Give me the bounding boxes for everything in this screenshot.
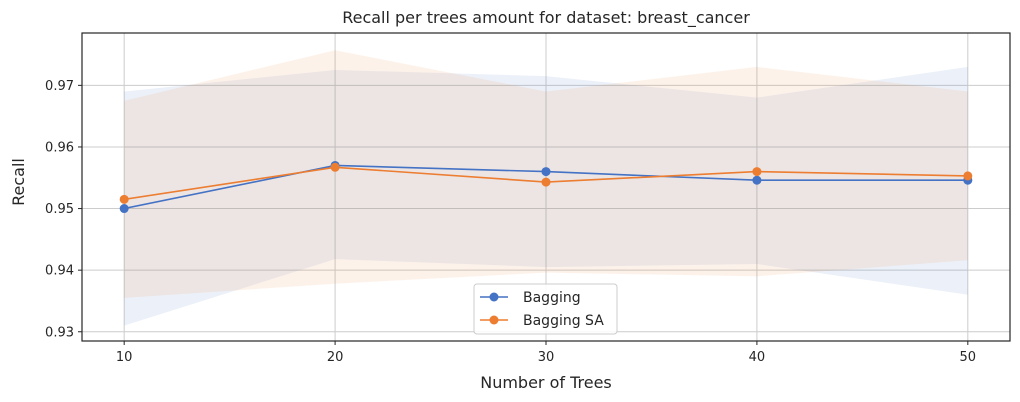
- legend-marker: [489, 315, 499, 325]
- legend-label: Bagging SA: [523, 313, 604, 329]
- x-axis-label: Number of Trees: [480, 373, 612, 392]
- data-point-series-1: [963, 171, 973, 181]
- chart-title: Recall per trees amount for dataset: bre…: [342, 8, 750, 28]
- x-tick-label: 10: [116, 350, 133, 365]
- y-tick-label: 0.93: [45, 325, 74, 340]
- x-gridlines: [123, 33, 969, 341]
- y-tick-labels: 0.93 0.94 0.95 0.96 0.97: [45, 79, 82, 340]
- data-point-series-0: [119, 204, 129, 214]
- confidence-band-series-0: [124, 66, 968, 326]
- x-tick-label: 50: [960, 350, 977, 365]
- series-points: [119, 160, 973, 214]
- legend-label: Bagging: [523, 290, 581, 306]
- data-point-series-1: [330, 162, 340, 172]
- x-tick-labels: 10 20 30 40 50: [116, 341, 976, 365]
- y-tick-label: 0.97: [45, 79, 74, 94]
- y-axis-label: Recall: [9, 158, 28, 206]
- legend-box: [473, 283, 618, 335]
- legend: Bagging Bagging SA: [473, 283, 618, 335]
- data-point-series-0: [541, 167, 551, 177]
- data-point-series-1: [752, 167, 762, 177]
- y-tick-label: 0.96: [45, 140, 74, 155]
- y-tick-label: 0.95: [45, 202, 74, 217]
- y-tick-label: 0.94: [45, 264, 74, 279]
- data-point-series-1: [541, 177, 551, 187]
- legend-marker: [489, 292, 499, 302]
- data-point-series-0: [752, 175, 762, 185]
- x-tick-label: 40: [749, 350, 766, 365]
- data-point-series-1: [119, 194, 129, 204]
- x-tick-label: 30: [538, 350, 555, 365]
- x-tick-label: 20: [327, 350, 344, 365]
